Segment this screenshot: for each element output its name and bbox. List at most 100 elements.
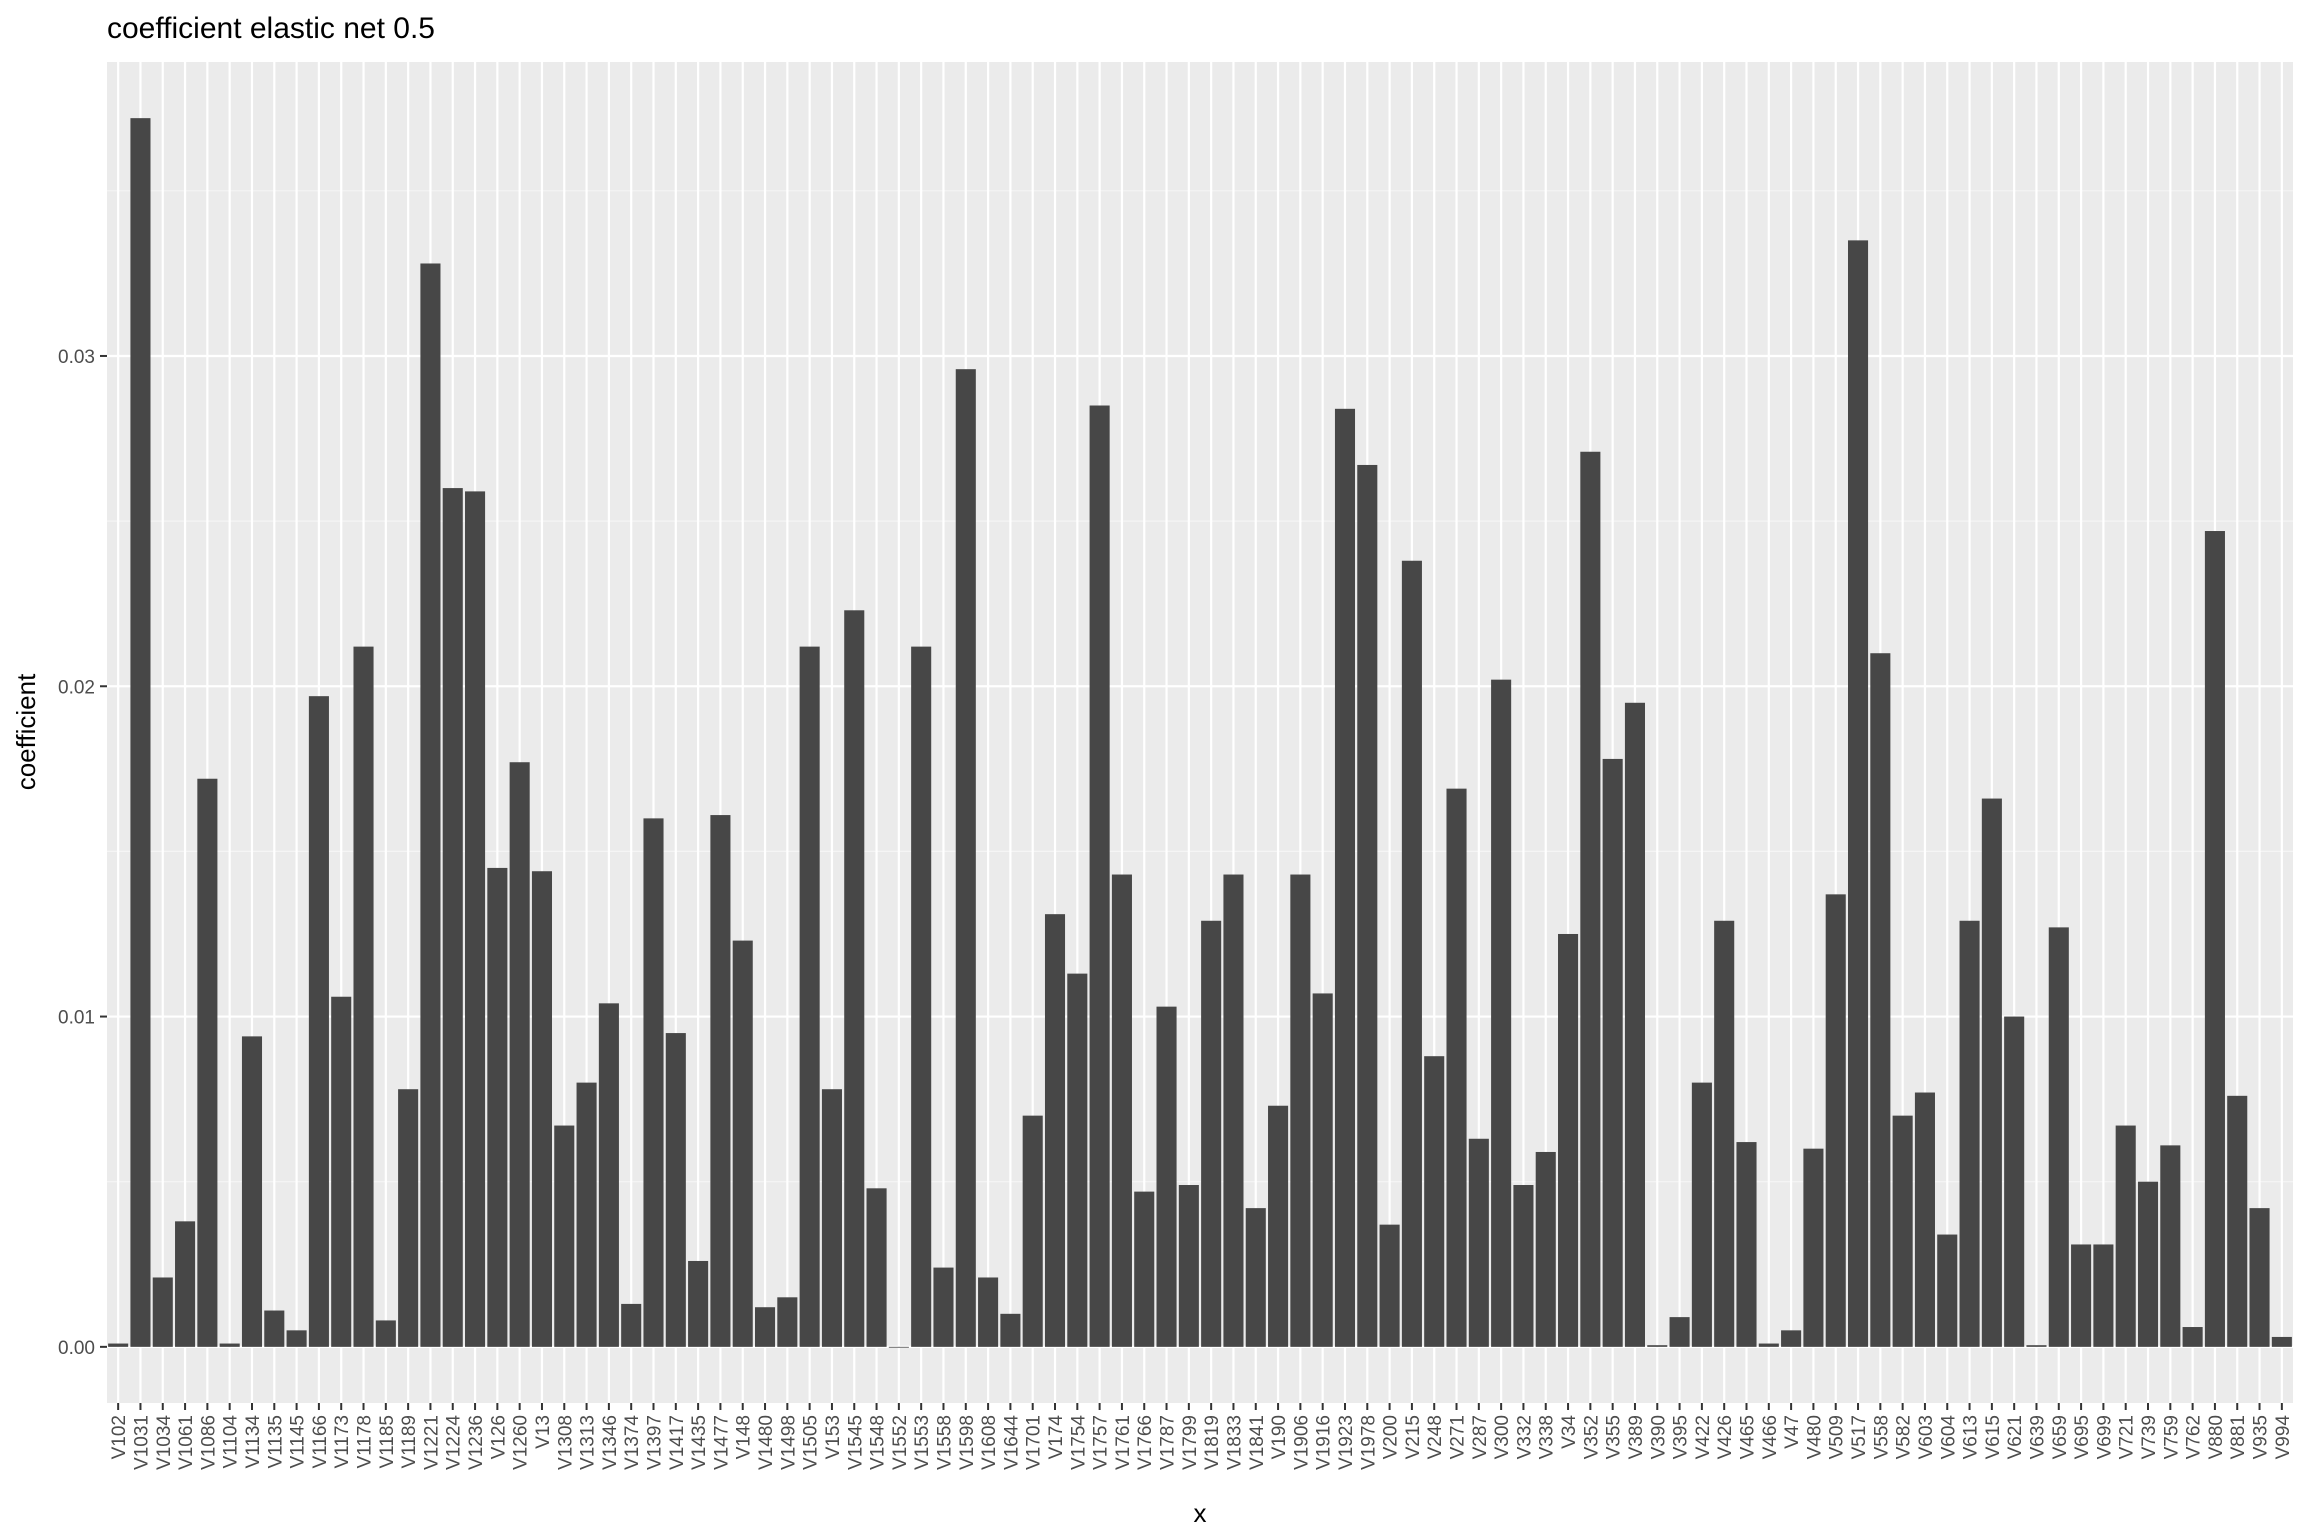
bar-V102 xyxy=(108,1343,129,1347)
x-tick-label-V1224: V1224 xyxy=(444,1415,465,1470)
x-axis: V102 V1031 V1034 V1061 V1086 V1104 V1134 V1135 V… xyxy=(109,1403,2294,1470)
x-tick-label-V604: V604 xyxy=(1938,1415,1959,1460)
x-tick-label-V174: V174 xyxy=(1046,1415,1067,1460)
x-tick-label-V1145: V1145 xyxy=(288,1415,309,1469)
bar-V881 xyxy=(2227,1095,2248,1347)
bar-V1145 xyxy=(286,1330,307,1347)
bar-V762 xyxy=(2182,1327,2203,1347)
x-tick-label-V1477: V1477 xyxy=(711,1415,732,1470)
x-tick-label-V1221: V1221 xyxy=(421,1415,442,1470)
x-tick-label-V1757: V1757 xyxy=(1091,1415,1112,1470)
x-tick-label-V1313: V1313 xyxy=(578,1415,599,1470)
x-tick-label-V880: V880 xyxy=(2206,1415,2227,1459)
bar-V1819 xyxy=(1201,920,1222,1347)
bar-V1787 xyxy=(1156,1006,1177,1347)
x-tick-label-V603: V603 xyxy=(1916,1415,1937,1459)
x-tick-label-V338: V338 xyxy=(1537,1415,1558,1459)
x-tick-label-V739: V739 xyxy=(2139,1415,2160,1459)
bars-group xyxy=(108,118,2292,1348)
bar-V1189 xyxy=(398,1089,419,1347)
x-tick-label-V1548: V1548 xyxy=(868,1415,889,1470)
bar-V615 xyxy=(1981,798,2002,1347)
x-tick-label-V1841: V1841 xyxy=(1247,1415,1268,1470)
bar-V1135 xyxy=(264,1310,285,1347)
x-tick-label-V1134: V1134 xyxy=(243,1415,264,1469)
bar-V1173 xyxy=(331,996,352,1347)
x-tick-label-V422: V422 xyxy=(1693,1415,1714,1459)
bar-V1166 xyxy=(308,696,329,1347)
bar-V699 xyxy=(2093,1244,2114,1347)
x-tick-label-V1761: V1761 xyxy=(1113,1415,1134,1470)
x-tick-label-V287: V287 xyxy=(1470,1415,1491,1459)
x-tick-label-V480: V480 xyxy=(1804,1415,1825,1459)
x-tick-label-V994: V994 xyxy=(2273,1415,2294,1460)
bar-V13 xyxy=(531,871,553,1347)
bar-V695 xyxy=(2071,1244,2092,1347)
x-tick-label-V881: V881 xyxy=(2228,1415,2249,1459)
bar-V1185 xyxy=(375,1320,396,1347)
x-tick-label-V355: V355 xyxy=(1604,1415,1625,1459)
bar-V126 xyxy=(487,867,508,1347)
bar-V426 xyxy=(1714,920,1735,1347)
bar-V935 xyxy=(2249,1208,2270,1347)
bar-V1031 xyxy=(130,118,151,1347)
bar-V1757 xyxy=(1089,405,1110,1347)
x-axis-title: x xyxy=(1194,1498,1207,1528)
bar-V1553 xyxy=(911,646,932,1347)
x-tick-label-V1498: V1498 xyxy=(778,1415,799,1470)
x-tick-label-V1480: V1480 xyxy=(756,1415,777,1470)
x-tick-label-V639: V639 xyxy=(2027,1415,2048,1459)
bar-V1397 xyxy=(643,818,664,1347)
bar-V739 xyxy=(2137,1181,2159,1347)
bar-V1545 xyxy=(844,610,865,1347)
x-tick-label-V465: V465 xyxy=(1738,1415,1759,1459)
x-tick-label-V582: V582 xyxy=(1894,1415,1915,1459)
bar-V1374 xyxy=(621,1303,642,1347)
x-tick-label-V1185: V1185 xyxy=(377,1415,398,1469)
y-axis: 0.00 0.01 0.02 0.03 xyxy=(58,347,107,1359)
x-tick-label-V1906: V1906 xyxy=(1291,1415,1312,1470)
y-tick-label: 0.01 xyxy=(58,1008,95,1029)
x-tick-label-V332: V332 xyxy=(1514,1415,1535,1459)
x-tick-label-V1346: V1346 xyxy=(600,1415,621,1470)
bar-V338 xyxy=(1535,1151,1556,1347)
bar-V1558 xyxy=(933,1267,954,1347)
x-tick-label-V1701: V1701 xyxy=(1024,1415,1045,1470)
x-tick-label-V1916: V1916 xyxy=(1314,1415,1335,1470)
bar-V1552 xyxy=(888,1346,909,1348)
bar-V509 xyxy=(1825,894,1846,1347)
bar-V1833 xyxy=(1223,874,1244,1347)
x-tick-label-V1553: V1553 xyxy=(912,1415,933,1470)
bar-V352 xyxy=(1580,451,1601,1347)
x-tick-label-V1552: V1552 xyxy=(890,1415,911,1470)
x-tick-label-V1236: V1236 xyxy=(466,1415,487,1470)
bar-V215 xyxy=(1401,560,1422,1347)
bar-V1505 xyxy=(799,646,820,1347)
bar-V1061 xyxy=(175,1221,196,1347)
x-tick-label-V1435: V1435 xyxy=(689,1415,710,1470)
x-tick-label-V1086: V1086 xyxy=(198,1415,219,1470)
x-tick-label-V1031: V1031 xyxy=(131,1415,152,1470)
bar-V1548 xyxy=(866,1188,887,1347)
bar-V621 xyxy=(2004,1016,2025,1347)
x-tick-label-V1608: V1608 xyxy=(979,1415,1000,1470)
x-tick-label-V153: V153 xyxy=(823,1415,844,1459)
x-tick-label-V1173: V1173 xyxy=(332,1415,353,1469)
bar-V1754 xyxy=(1067,973,1088,1347)
bar-V604 xyxy=(1937,1234,1958,1347)
x-tick-label-V1374: V1374 xyxy=(622,1415,643,1470)
bar-V1477 xyxy=(710,815,731,1347)
x-tick-label-V1923: V1923 xyxy=(1336,1415,1357,1470)
x-tick-label-V1787: V1787 xyxy=(1158,1415,1179,1470)
bar-V1480 xyxy=(754,1307,776,1347)
bar-V613 xyxy=(1959,920,1980,1347)
bar-V1086 xyxy=(197,778,218,1347)
x-tick-label-V1754: V1754 xyxy=(1068,1415,1089,1470)
x-tick-label-V466: V466 xyxy=(1760,1415,1781,1459)
bar-V1224 xyxy=(442,488,463,1347)
bar-V1498 xyxy=(777,1297,798,1347)
x-tick-label-V1189: V1189 xyxy=(399,1415,420,1469)
bar-V1644 xyxy=(1000,1313,1021,1347)
bar-V1701 xyxy=(1022,1115,1043,1347)
